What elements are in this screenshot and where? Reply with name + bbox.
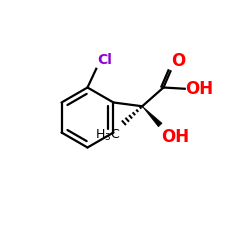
Text: OH: OH — [185, 80, 213, 98]
Text: O: O — [171, 52, 185, 70]
Text: H$_3$C: H$_3$C — [96, 128, 121, 143]
Text: Cl: Cl — [97, 54, 112, 68]
Polygon shape — [142, 106, 162, 127]
Text: OH: OH — [161, 128, 189, 146]
